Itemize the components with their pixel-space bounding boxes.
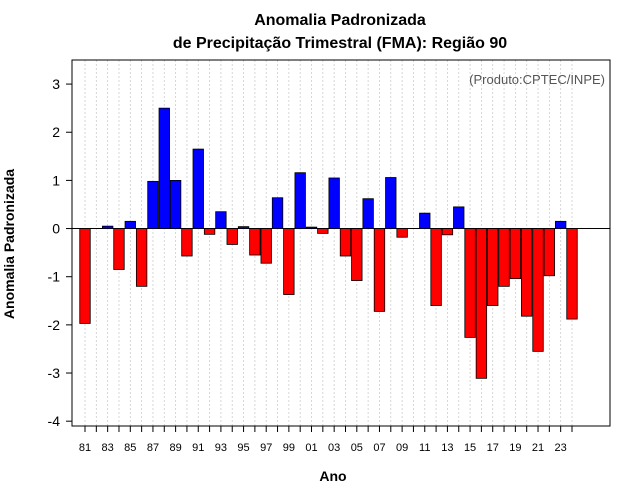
bar-20 [521, 228, 533, 317]
x-tick-label: 09 [396, 442, 408, 454]
bar-09 [396, 228, 408, 238]
y-tick-label: -1 [48, 269, 61, 285]
bar-21 [532, 228, 544, 352]
y-tick-label: -3 [48, 365, 61, 381]
bar-91 [192, 148, 204, 229]
bar-06 [362, 198, 374, 229]
x-tick-label: 81 [79, 442, 91, 454]
bar-85 [124, 220, 136, 229]
y-tick-label: 2 [52, 124, 60, 140]
bar-15 [464, 228, 476, 338]
x-tick-label: 91 [192, 442, 204, 454]
x-tick-label: 83 [102, 442, 114, 454]
x-axis: 81 83 85 87 89 91 93 95 97 99 01 03 05 07 09 11 13 15 17 19… [79, 426, 573, 454]
x-tick-label: 05 [351, 442, 363, 454]
bar-89 [169, 179, 182, 229]
bar-07 [373, 228, 386, 312]
bars [79, 107, 578, 379]
bar-90 [181, 228, 193, 257]
bar-14 [453, 206, 465, 229]
x-tick-label: 07 [373, 442, 385, 454]
y-axis: -4 -3 -2 -1 0 1 2 3 [48, 76, 72, 429]
bar-95 [237, 226, 250, 229]
bar-84 [113, 228, 125, 270]
bar-08 [385, 177, 397, 229]
x-axis-label: Ano [319, 468, 346, 484]
plot-frame [71, 59, 611, 427]
bar-98 [271, 197, 284, 229]
chart-subtitle: de Precipitação Trimestral (FMA): Região… [173, 35, 507, 52]
bar-02 [317, 228, 329, 234]
bar-03 [328, 177, 340, 229]
y-tick-label: -4 [48, 413, 61, 429]
bar-81 [79, 228, 91, 324]
bar-17 [487, 228, 499, 307]
bar-11 [419, 212, 431, 229]
x-tick-label: 89 [169, 442, 181, 454]
bar-93 [215, 211, 227, 229]
x-tick-label: 95 [237, 442, 249, 454]
chart-title: Anomalia Padronizada [254, 12, 426, 29]
x-tick-label: 19 [509, 442, 521, 454]
y-tick-label: 3 [52, 76, 60, 92]
bar-96 [249, 228, 261, 256]
y-axis-label: Anomalia Padronizada [1, 169, 17, 319]
bar-87 [147, 180, 159, 229]
bar-13 [441, 228, 454, 236]
x-tick-label: 23 [555, 442, 567, 454]
credit-note: (Produto:CPTEC/INPE) [469, 72, 605, 87]
bar-12 [430, 228, 442, 307]
x-tick-label: 99 [283, 442, 295, 454]
bar-22 [543, 228, 555, 277]
bar-01 [305, 226, 318, 229]
x-tick-label: 87 [147, 442, 159, 454]
x-tick-label: 85 [124, 442, 136, 454]
x-tick-label: 93 [215, 442, 227, 454]
bar-18 [498, 228, 510, 287]
bar-88 [158, 107, 170, 229]
bar-92 [203, 228, 216, 235]
x-tick-label: 21 [532, 442, 544, 454]
y-tick-label: 1 [52, 172, 60, 188]
x-tick-label: 97 [260, 442, 272, 454]
bar-24 [566, 228, 578, 320]
grid-lines [84, 60, 573, 426]
bar-83 [102, 225, 114, 229]
bar-19 [509, 228, 522, 280]
x-tick-label: 15 [464, 442, 476, 454]
bar-04 [339, 228, 352, 257]
x-tick-label: 13 [441, 442, 453, 454]
bar-23 [555, 220, 567, 229]
bar-16 [475, 228, 488, 379]
y-tick-label: 0 [52, 221, 60, 237]
x-tick-label: 11 [419, 442, 430, 454]
bar-99 [283, 228, 295, 295]
x-tick-label: 03 [328, 442, 340, 454]
bar-97 [260, 228, 272, 264]
bar-86 [135, 228, 148, 287]
x-tick-label: 01 [305, 442, 317, 454]
x-tick-label: 17 [487, 442, 499, 454]
bar-94 [226, 228, 238, 245]
bar-00 [294, 172, 306, 229]
y-tick-label: -2 [48, 317, 61, 333]
bar-05 [351, 228, 363, 281]
